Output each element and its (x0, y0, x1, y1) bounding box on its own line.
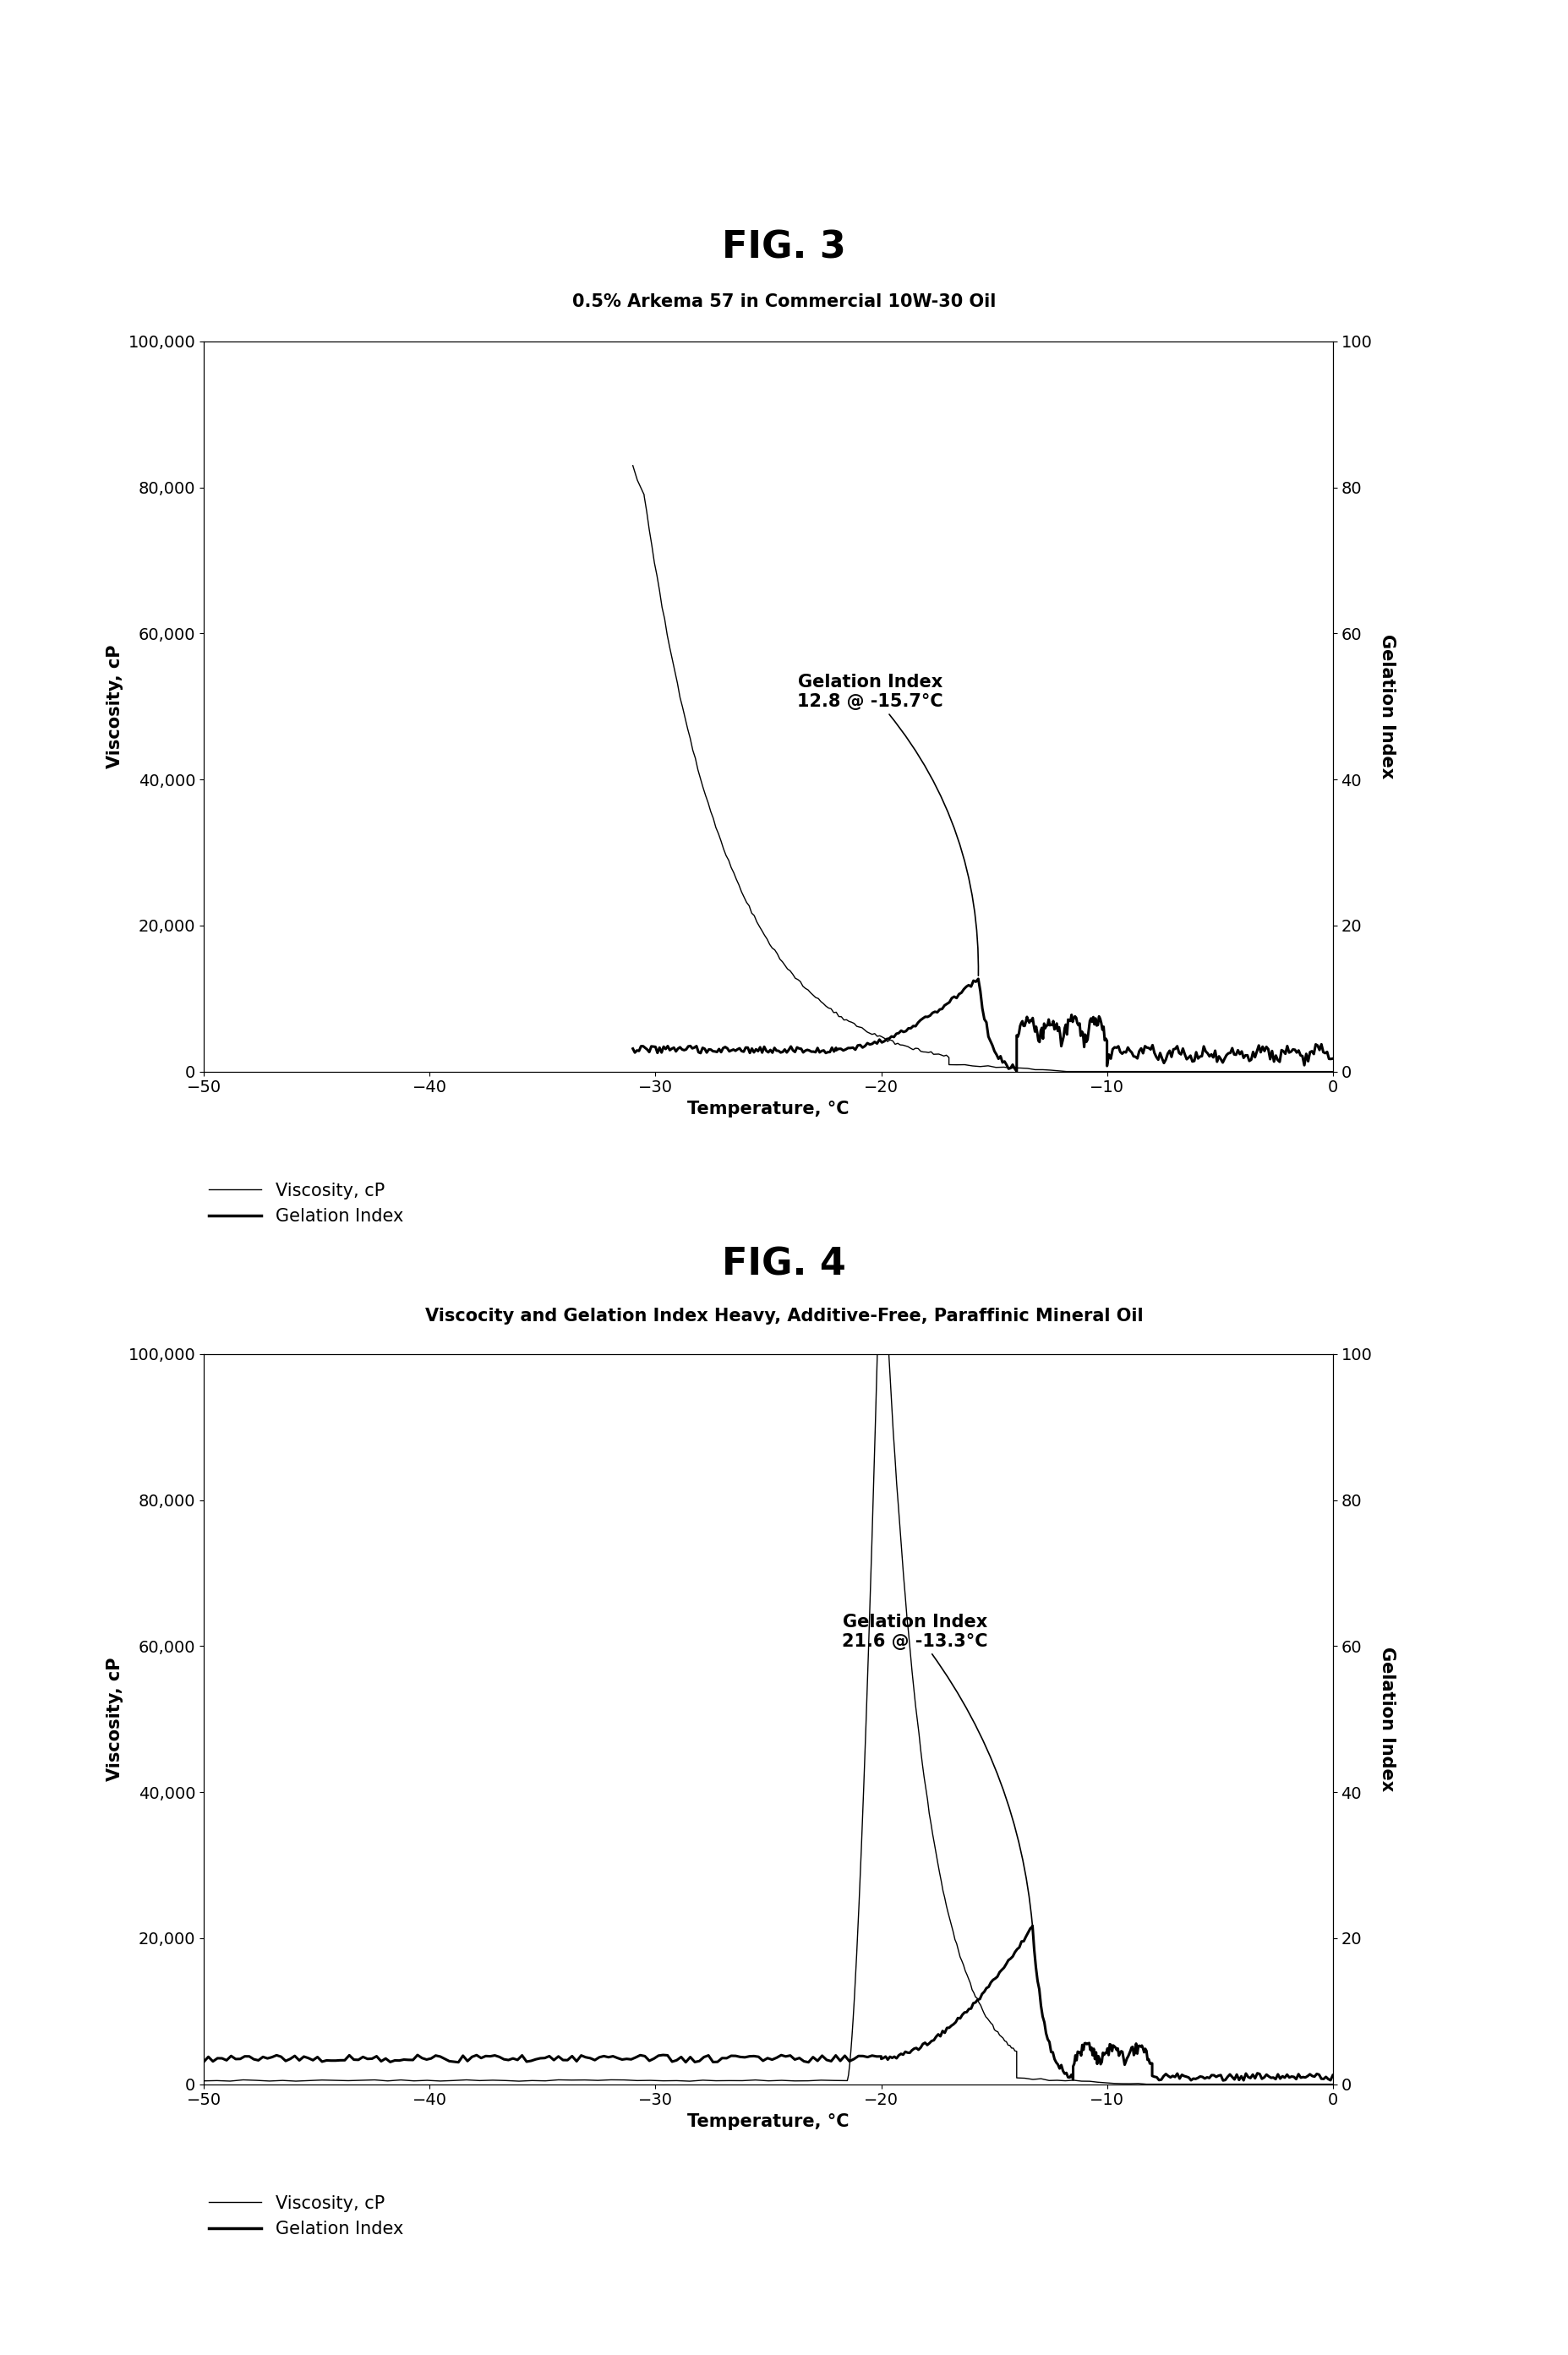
Text: FIG. 4: FIG. 4 (721, 1246, 847, 1283)
Y-axis label: Viscosity, cP: Viscosity, cP (107, 1658, 124, 1780)
Legend: Viscosity, cP, Gelation Index: Viscosity, cP, Gelation Index (201, 2188, 411, 2244)
Legend: Viscosity, cP, Gelation Index: Viscosity, cP, Gelation Index (201, 1175, 411, 1232)
Text: FIG. 3: FIG. 3 (721, 228, 847, 266)
X-axis label: Temperature, °C: Temperature, °C (687, 2112, 850, 2129)
Text: Viscocity and Gelation Index Heavy, Additive-Free, Paraffinic Mineral Oil: Viscocity and Gelation Index Heavy, Addi… (425, 1307, 1143, 1326)
Y-axis label: Gelation Index: Gelation Index (1378, 633, 1396, 780)
X-axis label: Temperature, °C: Temperature, °C (687, 1100, 850, 1116)
Text: 0.5% Arkema 57 in Commercial 10W-30 Oil: 0.5% Arkema 57 in Commercial 10W-30 Oil (572, 292, 996, 311)
Text: Gelation Index
12.8 @ -15.7°C: Gelation Index 12.8 @ -15.7°C (797, 674, 978, 975)
Y-axis label: Viscosity, cP: Viscosity, cP (107, 645, 124, 768)
Text: Gelation Index
21.6 @ -13.3°C: Gelation Index 21.6 @ -13.3°C (842, 1613, 1032, 1924)
Y-axis label: Gelation Index: Gelation Index (1378, 1646, 1396, 1792)
